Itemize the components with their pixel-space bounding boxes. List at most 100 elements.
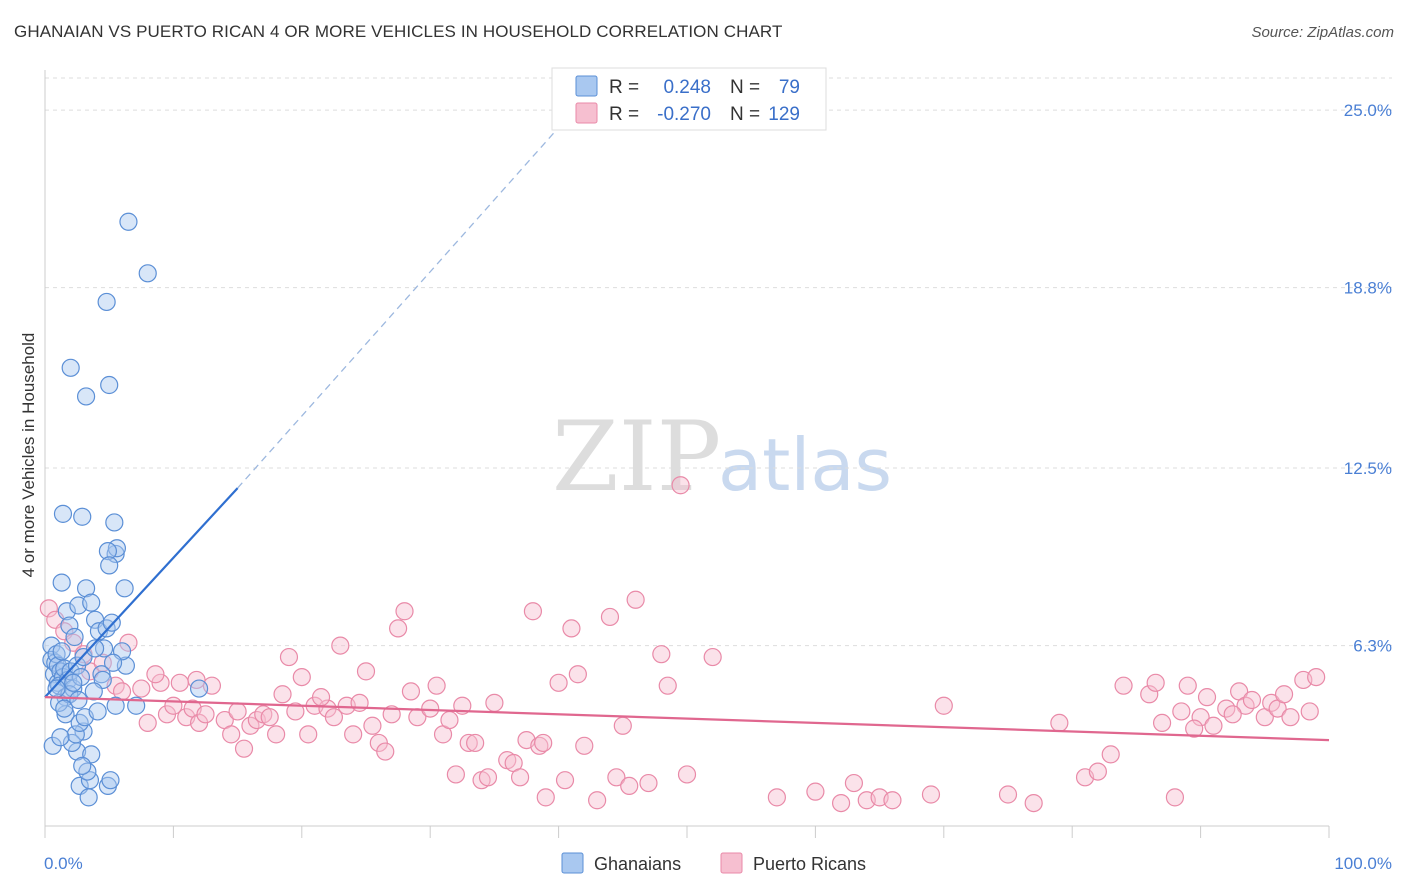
puerto-rican-point (607, 768, 626, 787)
ghanaian-point (42, 636, 61, 655)
puerto-rican-point (652, 645, 671, 664)
ghanaian-point (52, 573, 71, 592)
puerto-rican-point (626, 590, 645, 609)
chart-title: GHANAIAN VS PUERTO RICAN 4 OR MORE VEHIC… (14, 22, 783, 41)
puerto-rican-point (138, 713, 157, 733)
puerto-rican-point (534, 733, 553, 753)
y-tick-label: 25.0% (1344, 101, 1392, 120)
ghanaian-point (53, 504, 73, 523)
puerto-rican-point (228, 702, 247, 721)
ghanaian-point (97, 292, 116, 312)
puerto-rican-point (1088, 762, 1107, 781)
puerto-rican-point (222, 725, 241, 744)
ghanaian-point (70, 713, 89, 733)
legend-n-value-ghanaians: 79 (779, 77, 800, 98)
legend-r-value-ghanaians: 0.248 (663, 77, 711, 98)
puerto-rican-point (613, 716, 632, 735)
puerto-rican-point (1197, 688, 1217, 707)
puerto-rican-point (568, 665, 587, 684)
puerto-rican-point (1024, 793, 1043, 813)
puerto-rican-point (389, 619, 408, 638)
source-label: Source: ZipAtlas.com (1251, 24, 1394, 41)
series-legend: Ghanaians Puerto Ricans (561, 852, 866, 874)
puerto-rican-point (267, 725, 286, 744)
ghanaian-point (82, 593, 101, 612)
legend-r-label: R = (609, 77, 639, 98)
ghanaian-point (55, 699, 74, 718)
ghanaian-point (189, 679, 209, 698)
puerto-rican-point (658, 676, 677, 695)
puerto-rican-point (427, 676, 446, 695)
legend-r-label: R = (609, 104, 639, 125)
y-axis-title: 4 or more Vehicles in Household (19, 333, 38, 578)
ghanaian-point (105, 513, 124, 532)
puerto-rican-point (1307, 667, 1326, 687)
puerto-rican-point (146, 665, 165, 684)
puerto-rican-point (382, 705, 401, 724)
ghanaian-point (78, 762, 97, 781)
puerto-ricans-points (39, 476, 1326, 813)
puerto-rican-point (299, 725, 318, 744)
gridlines (45, 77, 1392, 647)
puerto-rican-point (1152, 713, 1172, 733)
ghanaian-point (47, 679, 66, 698)
watermark-zip: ZIP (552, 401, 721, 513)
puerto-rican-point (1178, 676, 1197, 695)
puerto-rican-point (549, 673, 568, 692)
puerto-rican-point (324, 708, 343, 727)
ghanaian-point (65, 627, 84, 647)
ghanaian-point (127, 696, 146, 715)
puerto-rican-point (639, 773, 658, 793)
ghanaian-point (76, 579, 96, 598)
puerto-rican-point (1274, 685, 1294, 704)
ghanaian-point (119, 212, 138, 231)
ghanaian-point (76, 387, 96, 406)
puerto-rican-point (588, 791, 607, 810)
puerto-rican-point (376, 742, 395, 761)
puerto-rican-point (260, 708, 279, 727)
trend-lines (44, 83, 1330, 742)
puerto-rican-point (934, 696, 953, 715)
puerto-rican-point (844, 773, 864, 793)
puerto-rican-point (703, 647, 722, 667)
puerto-rican-point (1114, 676, 1133, 695)
ghanaian-point (88, 702, 107, 721)
bottom-legend-label-puerto-ricans: Puerto Ricans (753, 854, 866, 874)
ghanaian-point (103, 653, 123, 672)
ghanaian-point (52, 642, 71, 661)
puerto-rican-point (356, 662, 376, 681)
puerto-rican-point (1101, 745, 1120, 764)
puerto-rican-point (1140, 685, 1159, 704)
x-tick-label: 0.0% (44, 854, 83, 873)
puerto-rican-point (344, 725, 363, 744)
puerto-rican-point (363, 716, 382, 735)
ghanaian-point (115, 579, 134, 598)
ghanaians-trend-line (44, 487, 239, 698)
puerto-rican-point (331, 636, 350, 655)
ghanaian-point (106, 696, 125, 715)
puerto-rican-point (446, 765, 465, 784)
puerto-rican-point (1185, 719, 1204, 738)
puerto-rican-point (575, 736, 594, 755)
y-tick-label: 12.5% (1344, 459, 1392, 478)
puerto-rican-point (1172, 702, 1191, 721)
legend-n-label: N = (730, 104, 760, 125)
puerto-rican-point (620, 776, 639, 796)
puerto-rican-point (170, 673, 189, 692)
ghanaian-point (100, 375, 119, 395)
ghanaian-point (62, 733, 82, 753)
puerto-rican-point (921, 785, 941, 804)
x-tick-labels: 0.0% 100.0% (44, 854, 1392, 873)
puerto-rican-point (555, 771, 575, 790)
ghanaian-point (100, 556, 119, 575)
puerto-rican-point (1204, 716, 1223, 735)
ghanaian-point (84, 682, 103, 701)
axes (44, 70, 1330, 838)
ghanaian-point (79, 788, 98, 807)
ghanaian-point (60, 616, 79, 635)
stats-legend-box (551, 67, 827, 131)
legend-swatch-ghanaians (575, 75, 598, 97)
puerto-rican-point (536, 788, 555, 807)
x-tick-label: 100.0% (1334, 854, 1392, 873)
ghanaian-point (66, 725, 85, 744)
